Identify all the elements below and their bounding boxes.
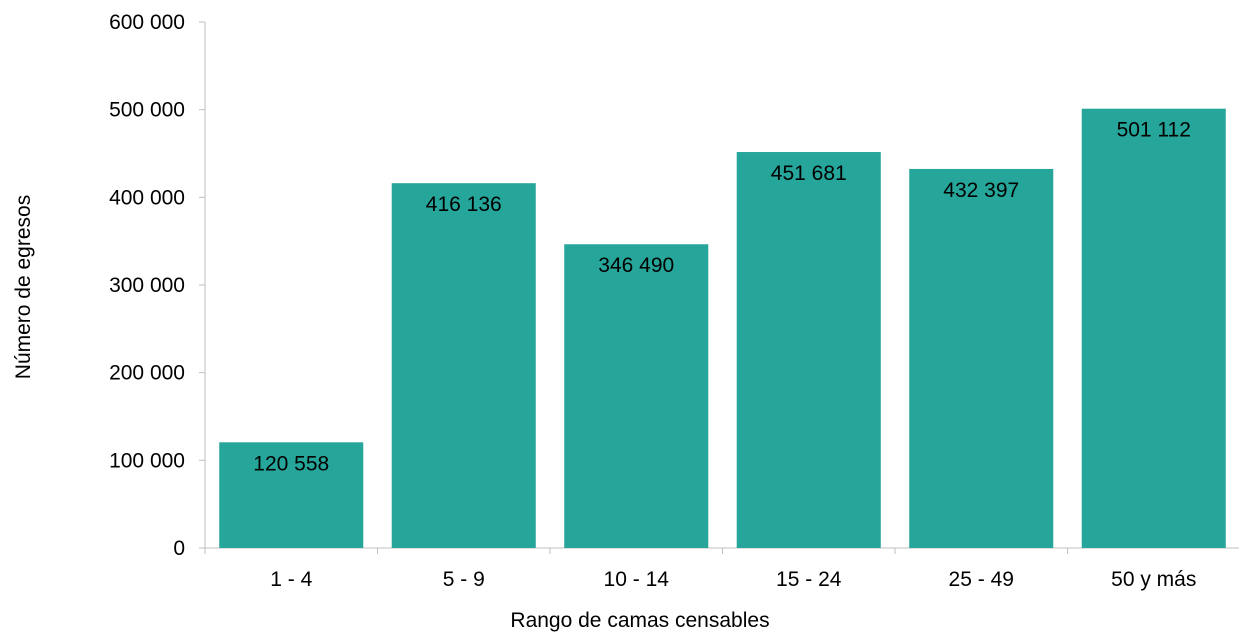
data-label: 120 558 xyxy=(253,452,329,475)
y-tick-label: 200 000 xyxy=(109,362,185,385)
x-tick-label: 10 - 14 xyxy=(604,568,670,591)
bar xyxy=(909,168,1054,549)
data-label: 432 397 xyxy=(943,179,1019,202)
data-label: 416 136 xyxy=(426,193,502,216)
y-tick-label: 600 000 xyxy=(109,11,185,34)
x-axis-title: Rango de camas censables xyxy=(510,609,769,632)
bar xyxy=(564,244,709,548)
y-tick-label: 0 xyxy=(173,537,185,560)
bar xyxy=(736,152,881,549)
x-tick-label: 1 - 4 xyxy=(270,568,312,591)
bar xyxy=(1081,108,1226,549)
bar xyxy=(219,442,364,548)
bar xyxy=(391,183,536,548)
y-tick-label: 400 000 xyxy=(109,186,185,209)
y-tick-label: 300 000 xyxy=(109,274,185,297)
x-tick-label: 5 - 9 xyxy=(443,568,485,591)
y-tick-label: 500 000 xyxy=(109,99,185,122)
x-tick-label: 15 - 24 xyxy=(776,568,842,591)
x-tick-label: 25 - 49 xyxy=(949,568,1014,591)
data-label: 346 490 xyxy=(598,254,674,277)
x-tick-label: 50 y más xyxy=(1111,568,1196,591)
y-axis-title: Número de egresos xyxy=(12,195,35,379)
y-tick-label: 100 000 xyxy=(109,449,185,472)
data-label: 451 681 xyxy=(771,162,847,185)
data-label: 501 112 xyxy=(1117,119,1191,142)
